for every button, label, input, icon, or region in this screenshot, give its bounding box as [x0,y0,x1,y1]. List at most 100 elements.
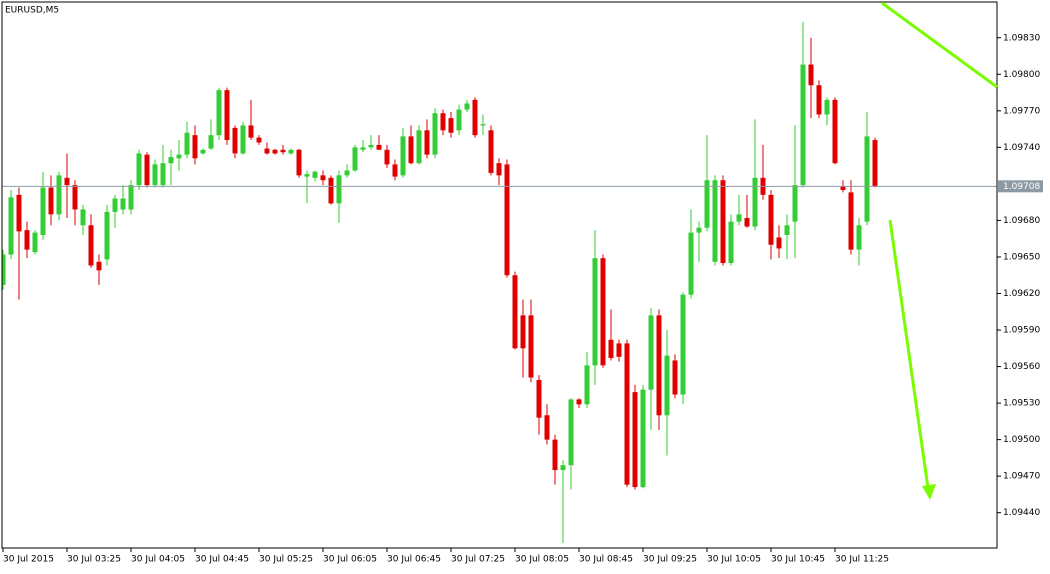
candle-body [736,214,742,222]
y-tick-label: 1.09770 [1003,106,1040,116]
price-label-box [998,180,1043,193]
y-tick-label: 1.09830 [1003,33,1040,43]
candle-body [280,149,286,153]
candle-body [168,157,174,164]
candle-body [856,225,862,250]
candle-body [200,149,206,154]
candle-body [728,221,734,264]
candle-body [640,389,646,488]
trend-line [881,1,998,89]
x-tick-label: 30 Jul 10:45 [771,555,825,565]
candle-body [752,177,758,227]
candle-body [448,118,454,133]
candle-body [824,99,830,115]
candle-body [32,232,38,253]
candle-body [96,261,102,271]
price-label: 1.09708 [1003,182,1040,192]
y-tick-label: 1.09440 [1003,508,1040,518]
candle-body [496,163,502,176]
candle-body [408,136,414,164]
candle-body [24,230,30,250]
candle-body [768,194,774,245]
candle-body [696,227,702,233]
candle-body [120,198,126,210]
candle-body [872,140,878,187]
candle-body [8,197,14,255]
candle-body [840,186,846,190]
chart-title: EURUSD,M5 [5,6,59,16]
candle-body [808,64,814,86]
x-tick-label: 30 Jul 03:25 [67,555,121,565]
y-tick-label: 1.09470 [1003,472,1040,482]
x-tick-label: 30 Jul 06:45 [387,555,441,565]
candle-body [600,258,606,366]
title-box [3,3,52,16]
candle-body [832,99,838,164]
candle-body [672,360,678,395]
candle-body [248,125,254,138]
candle-body [648,315,654,390]
candle-body [592,258,598,366]
candle-body [184,132,190,155]
candle-body [848,192,854,250]
candle-body [304,174,310,177]
candle-body [480,124,486,126]
candle-body [624,343,630,485]
candle-body [504,164,510,276]
candle-body [416,130,422,164]
candle-body [312,171,318,178]
candle-body [792,185,798,222]
candle-body [552,439,558,471]
candle-body [528,315,534,378]
x-tick-label: 30 Jul 2015 [3,555,54,565]
x-tick-label: 30 Jul 10:05 [707,555,761,565]
candle-body [128,185,134,210]
candle-body [344,170,350,176]
x-tick-label: 30 Jul 04:05 [131,555,185,565]
candle-body [512,275,518,349]
candle-body [72,185,78,210]
y-tick-label: 1.09650 [1003,252,1040,262]
plot-area [2,21,997,544]
candle-body [424,130,430,155]
arrow-shaft [888,219,930,489]
candle-body [392,164,398,177]
candle-body [160,163,166,186]
y-tick-label: 1.09560 [1003,362,1040,372]
x-tick-label: 30 Jul 09:25 [643,555,697,565]
candle-body [632,392,638,488]
candle-body [784,225,790,236]
candle-body [136,153,142,186]
candle-body [440,113,446,131]
candle-body [2,254,6,285]
candle-body [112,198,118,212]
candle-body [176,154,182,159]
candle-body [320,175,326,181]
candle-body [864,136,870,222]
x-tick-label: 30 Jul 07:25 [451,555,505,565]
candle-body [520,315,526,349]
candle-body [576,399,582,405]
y-tick-label: 1.09590 [1003,326,1040,336]
candle-body [816,85,822,115]
candle-body [80,209,86,226]
candle-body [560,465,566,471]
x-tick-label: 30 Jul 08:45 [579,555,633,565]
candle-body [240,125,246,154]
candle-body [192,135,198,159]
candle-body [40,187,46,236]
candle-body [64,177,70,186]
y-tick-label: 1.09680 [1003,216,1040,226]
x-tick-label: 30 Jul 06:05 [323,555,377,565]
candle-body [432,113,438,155]
candle-body [56,175,62,215]
candle-body [256,137,262,143]
y-tick-label: 1.09530 [1003,399,1040,409]
candle-body [376,144,382,150]
candle-body [664,355,670,416]
candle-body [336,175,342,204]
candle-body [800,64,806,186]
